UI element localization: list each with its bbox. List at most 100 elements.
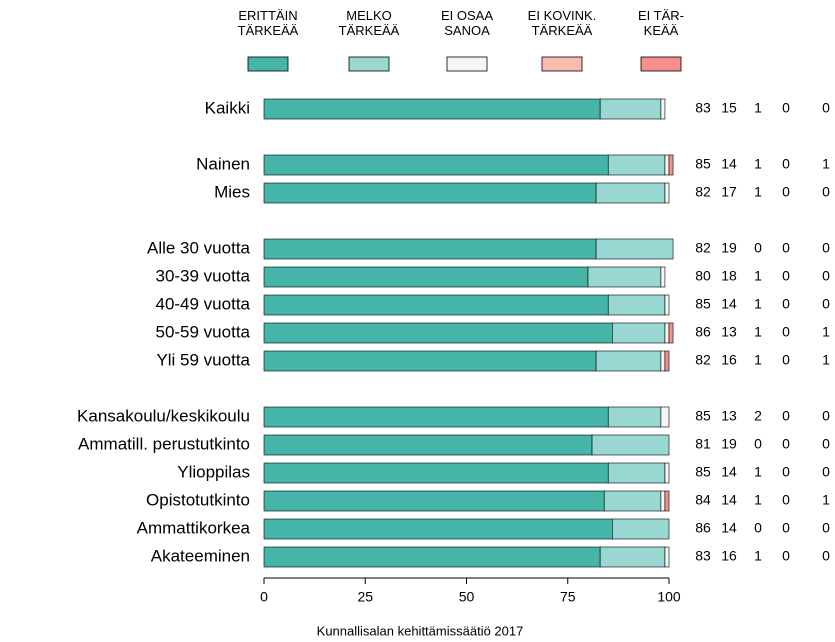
bar-segment xyxy=(607,462,666,484)
bar-segment xyxy=(591,434,670,456)
category-label: 30-39 vuotta xyxy=(155,266,250,285)
bar-segment xyxy=(607,406,662,428)
value-label: 81 xyxy=(695,436,711,452)
legend-label: MELKO TÄRKEÄÄ xyxy=(338,8,400,38)
bar-segment xyxy=(595,350,662,372)
value-label: 0 xyxy=(822,436,830,452)
bar-segment xyxy=(664,490,670,512)
bar-segment xyxy=(664,350,670,372)
value-label: 0 xyxy=(782,268,790,284)
bar-segment xyxy=(595,182,666,204)
value-label: 1 xyxy=(754,156,762,172)
value-label: 0 xyxy=(782,520,790,536)
value-label: 0 xyxy=(782,548,790,564)
value-label: 0 xyxy=(782,408,790,424)
value-label: 1 xyxy=(822,492,830,508)
bar-segment xyxy=(263,350,597,372)
bar-segment xyxy=(660,406,670,428)
category-label: 50-59 vuotta xyxy=(155,322,250,341)
value-label: 19 xyxy=(721,436,737,452)
bar-segment xyxy=(664,182,670,204)
value-label: 1 xyxy=(822,156,830,172)
value-label: 0 xyxy=(754,436,762,452)
value-label: 82 xyxy=(695,184,711,200)
value-label: 0 xyxy=(782,296,790,312)
value-label: 83 xyxy=(695,100,711,116)
value-label: 80 xyxy=(695,268,711,284)
value-label: 1 xyxy=(754,184,762,200)
legend-swatch xyxy=(348,56,390,72)
bar-segment xyxy=(611,322,666,344)
value-label: 0 xyxy=(782,184,790,200)
legend-label: EI TÄR- KEÄÄ xyxy=(638,8,684,38)
value-label: 0 xyxy=(782,352,790,368)
category-label: Kaikki xyxy=(205,98,250,117)
category-label: Ammatill. perustutkinto xyxy=(78,434,250,453)
bar-segment xyxy=(263,406,609,428)
value-label: 16 xyxy=(721,352,737,368)
value-label: 19 xyxy=(721,240,737,256)
bar-segment xyxy=(664,322,670,344)
bar-segment xyxy=(599,546,666,568)
value-label: 1 xyxy=(754,268,762,284)
x-tick-label: 75 xyxy=(560,589,576,605)
value-label: 0 xyxy=(822,296,830,312)
value-label: 86 xyxy=(695,520,711,536)
bar-segment xyxy=(263,434,593,456)
bar-segment xyxy=(660,266,666,288)
value-label: 0 xyxy=(782,436,790,452)
value-label: 84 xyxy=(695,492,711,508)
bar-segment xyxy=(263,238,597,260)
bar-segment xyxy=(263,518,613,540)
bar-segment xyxy=(607,294,666,316)
value-label: 1 xyxy=(754,100,762,116)
bar-segment xyxy=(664,462,670,484)
value-label: 85 xyxy=(695,296,711,312)
value-label: 82 xyxy=(695,240,711,256)
value-label: 1 xyxy=(822,324,830,340)
value-label: 17 xyxy=(721,184,737,200)
bar-segment xyxy=(603,490,662,512)
value-label: 0 xyxy=(754,520,762,536)
bar-segment xyxy=(263,98,601,120)
category-label: Akateeminen xyxy=(151,546,250,565)
value-label: 82 xyxy=(695,352,711,368)
value-label: 14 xyxy=(721,464,737,480)
value-label: 0 xyxy=(822,184,830,200)
bar-segment xyxy=(660,490,666,512)
legend-swatch xyxy=(640,56,682,72)
value-label: 0 xyxy=(822,240,830,256)
bar-segment xyxy=(660,350,666,372)
category-label: Kansakoulu/keskikoulu xyxy=(77,406,250,425)
bar-segment xyxy=(664,294,670,316)
value-label: 85 xyxy=(695,464,711,480)
bar-segment xyxy=(668,322,674,344)
value-label: 14 xyxy=(721,156,737,172)
value-label: 0 xyxy=(782,492,790,508)
legend-label: EI KOVINK. TÄRKEÄÄ xyxy=(527,8,597,38)
value-label: 0 xyxy=(782,100,790,116)
value-label: 85 xyxy=(695,408,711,424)
value-label: 1 xyxy=(754,464,762,480)
value-label: 2 xyxy=(754,408,762,424)
x-tick-label: 0 xyxy=(260,589,268,605)
bar-segment xyxy=(668,154,674,176)
bar-segment xyxy=(599,98,662,120)
value-label: 1 xyxy=(822,352,830,368)
category-label: Mies xyxy=(214,182,250,201)
value-label: 1 xyxy=(754,296,762,312)
bar-segment xyxy=(263,462,609,484)
value-label: 0 xyxy=(822,464,830,480)
value-label: 0 xyxy=(754,240,762,256)
legend-swatch xyxy=(247,56,289,72)
legend-label: ERITTÄIN TÄRKEÄÄ xyxy=(237,8,299,38)
value-label: 13 xyxy=(721,408,737,424)
category-label: Opistotutkinto xyxy=(146,490,250,509)
value-label: 18 xyxy=(721,268,737,284)
category-label: Ylioppilas xyxy=(177,462,250,481)
category-label: Ammattikorkea xyxy=(137,518,251,537)
bar-segment xyxy=(263,266,589,288)
value-label: 15 xyxy=(721,100,737,116)
legend-label: EI OSAA SANOA xyxy=(440,8,494,38)
